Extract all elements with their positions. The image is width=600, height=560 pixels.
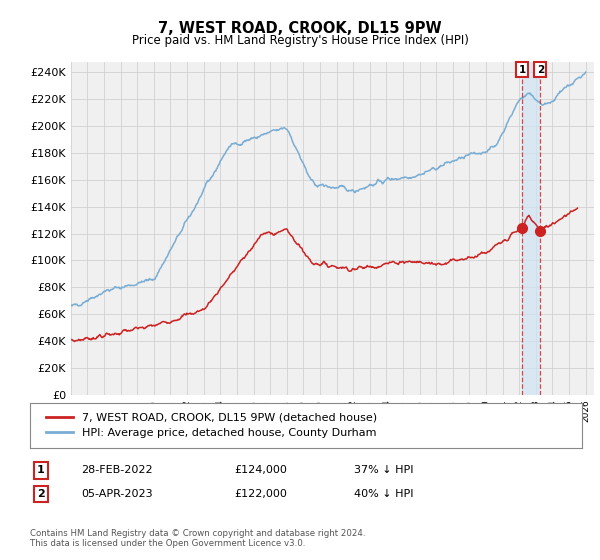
Text: 1: 1 <box>37 465 44 475</box>
Text: 40% ↓ HPI: 40% ↓ HPI <box>354 489 413 499</box>
Text: 37% ↓ HPI: 37% ↓ HPI <box>354 465 413 475</box>
Text: 2: 2 <box>537 64 544 74</box>
Text: 7, WEST ROAD, CROOK, DL15 9PW: 7, WEST ROAD, CROOK, DL15 9PW <box>158 21 442 36</box>
Text: 1: 1 <box>518 64 526 74</box>
Bar <box>522 62 541 395</box>
Text: £124,000: £124,000 <box>234 465 287 475</box>
Text: Price paid vs. HM Land Registry's House Price Index (HPI): Price paid vs. HM Land Registry's House … <box>131 34 469 46</box>
Text: 28-FEB-2022: 28-FEB-2022 <box>81 465 152 475</box>
Text: Contains HM Land Registry data © Crown copyright and database right 2024.
This d: Contains HM Land Registry data © Crown c… <box>30 529 365 548</box>
Legend: 7, WEST ROAD, CROOK, DL15 9PW (detached house), HPI: Average price, detached hou: 7, WEST ROAD, CROOK, DL15 9PW (detached … <box>41 408 382 443</box>
Text: 2: 2 <box>37 489 44 499</box>
Text: 05-APR-2023: 05-APR-2023 <box>81 489 152 499</box>
Text: £122,000: £122,000 <box>234 489 287 499</box>
